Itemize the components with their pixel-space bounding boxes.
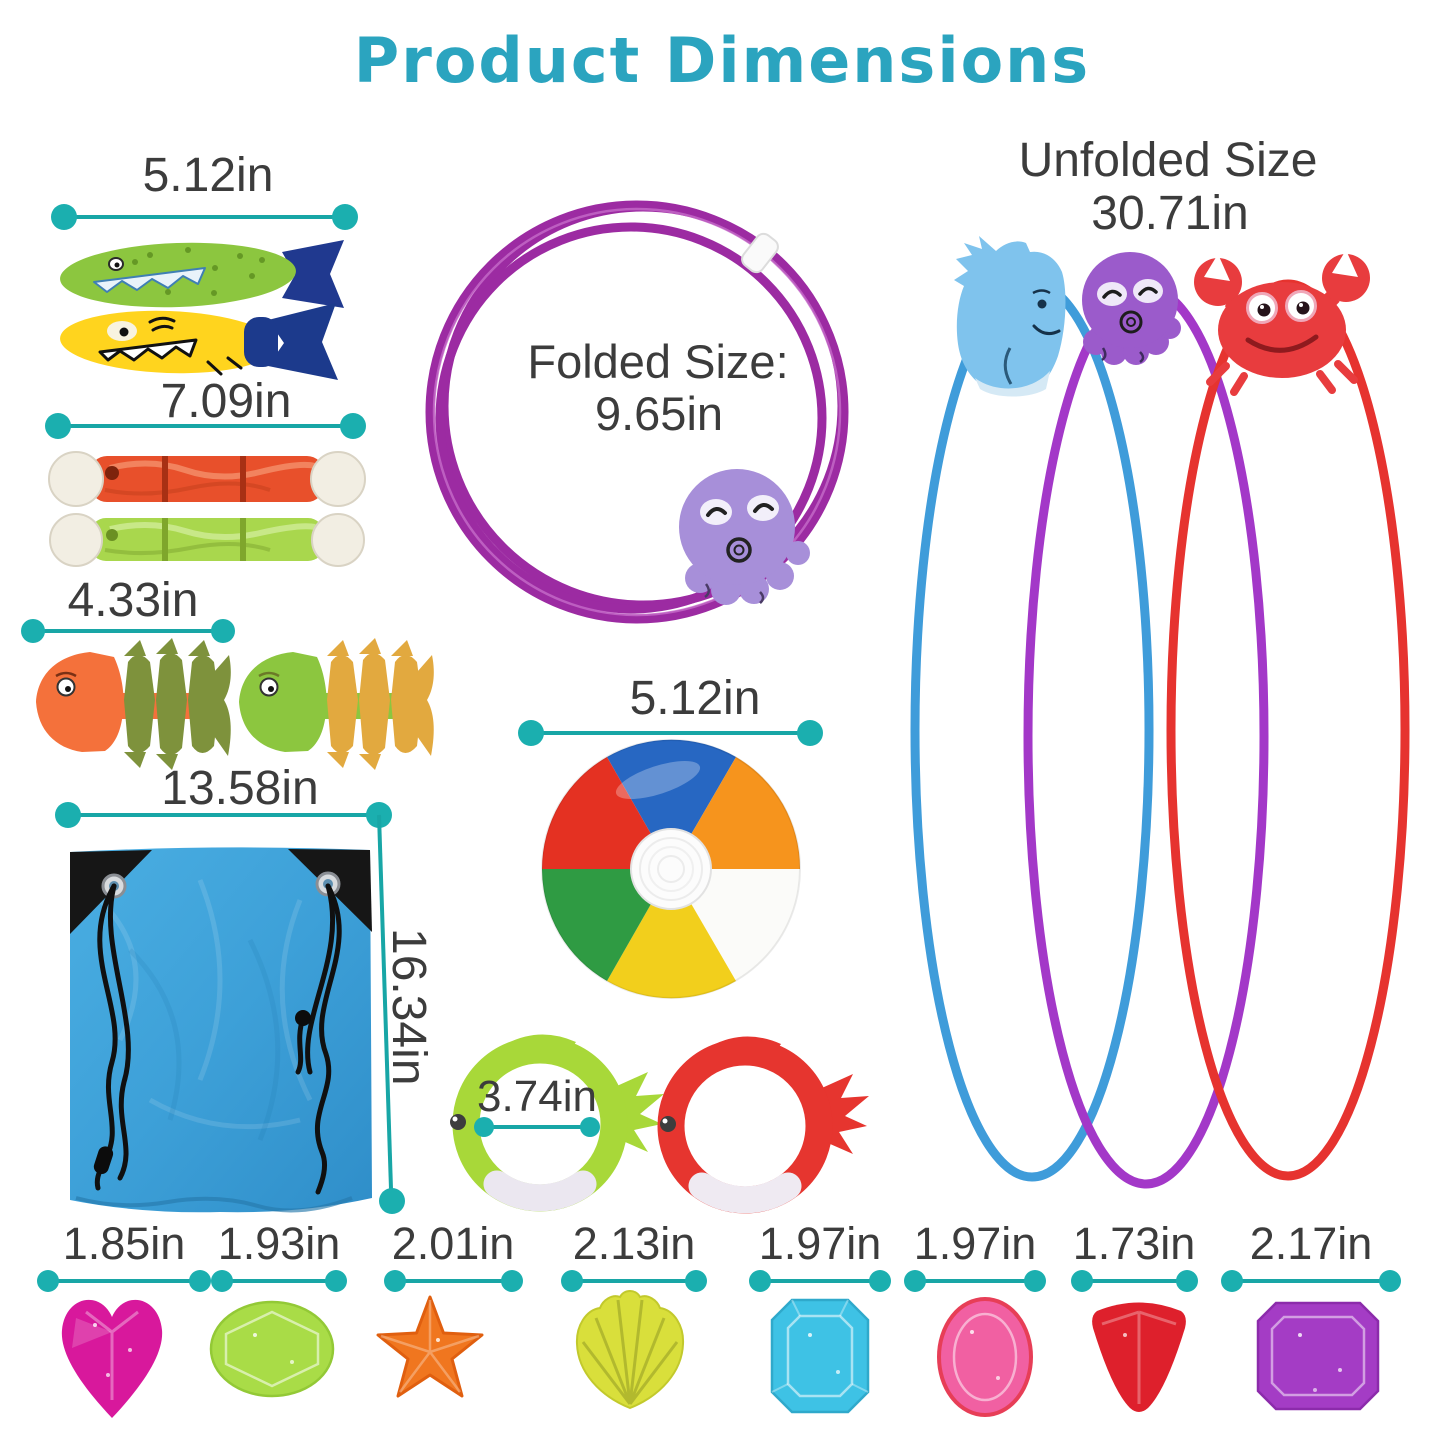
beach-ball — [541, 739, 801, 999]
bag-height-label: 16.34in — [382, 928, 435, 1086]
bag-width-label: 13.58in — [161, 762, 319, 815]
measure-gem-sizes — [37, 1270, 1401, 1292]
gem-size-label: 2.13in — [572, 1218, 696, 1269]
foam-whale-icon — [954, 236, 1066, 397]
gem-size-label: 1.85in — [62, 1218, 186, 1269]
foam-octopus-large-icon — [679, 469, 810, 605]
gem-size-label: 1.97in — [913, 1218, 1037, 1269]
fish-toy-length-label: 4.33in — [67, 574, 199, 627]
page-title: Product Dimensions — [353, 24, 1091, 97]
swim-ring-red-fish — [657, 1036, 869, 1214]
foam-crab-icon — [1194, 250, 1370, 396]
folded-size-title: Folded Size: — [527, 335, 789, 388]
gem-rectangle-purple — [1256, 1301, 1380, 1411]
folded-size-value: 9.65in — [594, 387, 724, 440]
gem-size-label: 2.17in — [1249, 1218, 1373, 1269]
gem-size-label: 1.97in — [758, 1218, 882, 1269]
unfolded-ring-red — [1166, 279, 1410, 1181]
gem-heart-pink — [61, 1299, 163, 1418]
beach-ball-diameter-label: 5.12in — [629, 672, 761, 725]
gem-triangle-red — [1092, 1302, 1186, 1412]
dive-stick-orange — [48, 451, 366, 507]
folded-hoop-coil — [425, 200, 849, 624]
unfolded-size-title: Unfolded Size — [1018, 134, 1318, 187]
measure-swim-ring-inner — [474, 1117, 600, 1137]
dive-stick-green — [49, 513, 365, 567]
gem-star-orange — [376, 1295, 484, 1398]
gem-oval-green — [209, 1300, 335, 1398]
dive-stick-length-label: 7.09in — [160, 375, 292, 428]
foam-octopus-icon — [1082, 252, 1181, 365]
fish-toy-orange — [36, 638, 231, 770]
gem-shell-yellow — [575, 1290, 685, 1410]
gem-size-label: 2.01in — [391, 1218, 515, 1269]
gem-square-blue — [770, 1298, 870, 1414]
swim-ring-green-fish — [450, 1034, 664, 1212]
gem-size-label: 1.73in — [1072, 1218, 1196, 1269]
torpedo-toy-yellow — [60, 303, 338, 380]
measurement-lines — [21, 204, 1401, 1292]
torpedo-length-label: 5.12in — [142, 149, 274, 202]
hoop-clip — [741, 232, 779, 274]
drawstring-bag — [70, 847, 372, 1213]
measure-bag-height — [377, 814, 405, 1214]
fish-toy-green — [239, 638, 434, 770]
measure-fish-toy-length — [21, 619, 235, 643]
unfolded-size-value: 30.71in — [1091, 187, 1249, 240]
gem-oval-pink — [937, 1297, 1033, 1417]
torpedo-toy-green — [60, 240, 344, 308]
swim-ring-inner-label: 3.74in — [477, 1072, 597, 1121]
measure-dive-stick-length — [45, 413, 366, 439]
measure-torpedo-length — [51, 204, 358, 230]
gem-size-label: 1.93in — [217, 1218, 341, 1269]
measure-beach-ball-diameter — [518, 720, 823, 746]
